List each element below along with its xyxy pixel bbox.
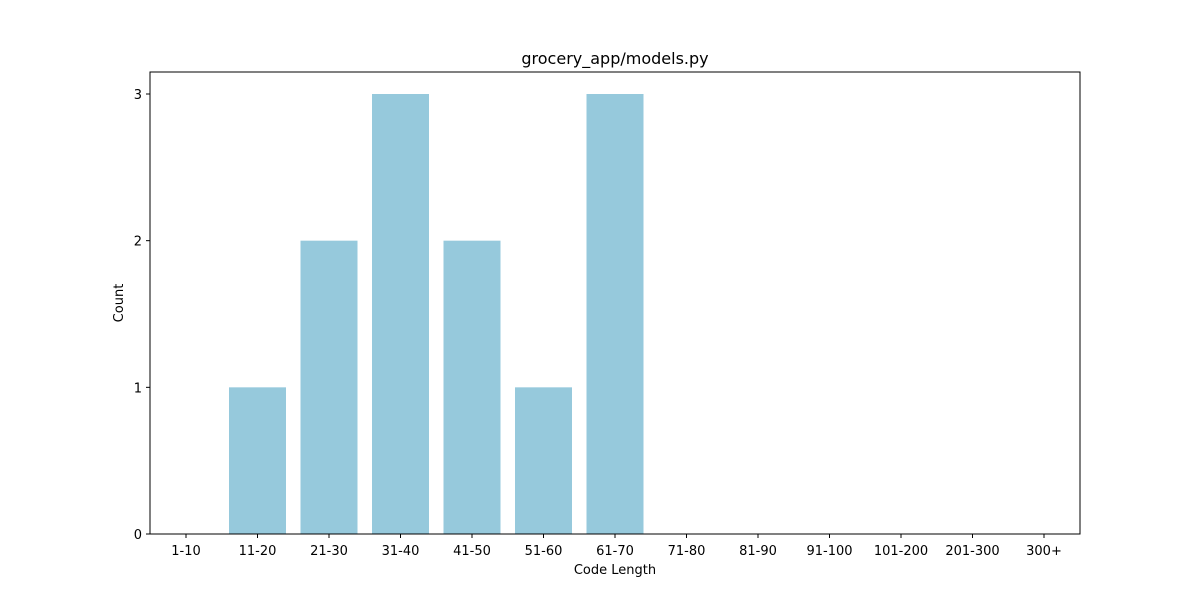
x-tick-label: 1-10 [171, 544, 201, 559]
bar-41-50 [443, 240, 501, 534]
y-axis-label: Count [112, 284, 127, 323]
x-tick-label: 51-60 [525, 544, 563, 559]
x-tick-label: 101-200 [874, 544, 928, 559]
x-tick-label: 91-100 [806, 544, 852, 559]
bar-61-70 [586, 94, 644, 534]
bar-11-20 [229, 387, 286, 534]
x-tick-label: 71-80 [668, 544, 706, 559]
x-ticks-group: 1-10 11-20 21-30 31-40 41-50 51-60 61-70 71-80 8… [171, 534, 1062, 559]
bars-group [229, 94, 644, 534]
bar-51-60 [515, 387, 572, 534]
chart-title: grocery_app/models.py [521, 49, 708, 69]
bar-21-30 [300, 240, 358, 534]
y-ticks-group: 0 1 2 3 [134, 88, 150, 543]
y-tick-label: 3 [134, 88, 142, 103]
plot-frame [149, 71, 1081, 535]
x-tick-label: 31-40 [382, 544, 420, 559]
x-tick-label: 41-50 [453, 544, 491, 559]
x-axis-label: Code Length [574, 563, 656, 578]
x-tick-label: 300+ [1026, 544, 1062, 559]
x-tick-label: 61-70 [596, 544, 634, 559]
bar-31-40 [372, 94, 429, 534]
y-tick-label: 2 [134, 235, 142, 250]
x-tick-label: 81-90 [739, 544, 777, 559]
y-tick-label: 1 [134, 381, 142, 396]
x-tick-label: 11-20 [239, 544, 277, 559]
x-tick-label: 21-30 [310, 544, 348, 559]
y-tick-label: 0 [134, 528, 142, 543]
x-tick-label: 201-300 [945, 544, 999, 559]
